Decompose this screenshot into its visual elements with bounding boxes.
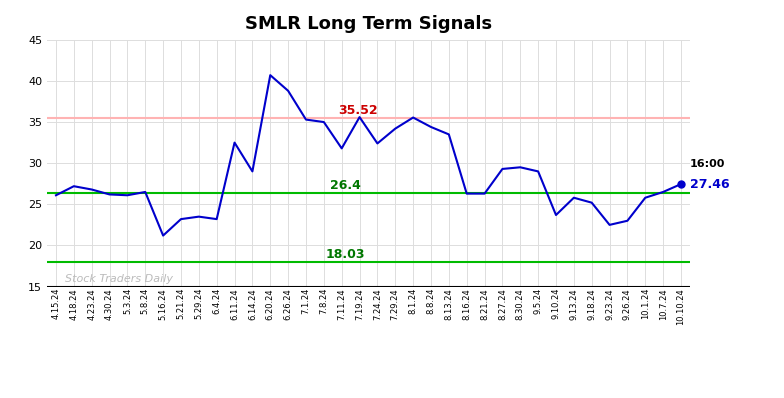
Title: SMLR Long Term Signals: SMLR Long Term Signals	[245, 15, 492, 33]
Text: 18.03: 18.03	[325, 248, 365, 261]
Text: 26.4: 26.4	[330, 179, 361, 192]
Text: Stock Traders Daily: Stock Traders Daily	[65, 274, 173, 284]
Text: 35.52: 35.52	[339, 103, 378, 117]
Text: 16:00: 16:00	[690, 159, 725, 169]
Text: 27.46: 27.46	[690, 178, 730, 191]
